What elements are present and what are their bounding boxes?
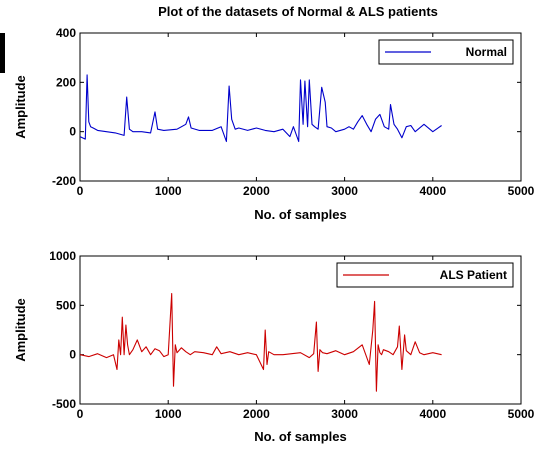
x-tick-label: 1000 bbox=[155, 184, 182, 198]
y-tick-label: 500 bbox=[56, 298, 76, 312]
x-tick-label: 5000 bbox=[508, 407, 535, 421]
figure-title: Plot of the datasets of Normal & ALS pat… bbox=[158, 4, 438, 19]
x-tick-label: 4000 bbox=[419, 184, 446, 198]
y-tick-label: 0 bbox=[69, 125, 76, 139]
x-tick-label: 2000 bbox=[243, 184, 270, 198]
y-tick-label: -200 bbox=[52, 174, 76, 188]
x-tick-label: 0 bbox=[77, 407, 84, 421]
series-line-normal bbox=[80, 74, 442, 143]
y-tick-label: 1000 bbox=[49, 249, 76, 263]
x-tick-label: 3000 bbox=[331, 184, 358, 198]
x-tick-label: 5000 bbox=[508, 184, 535, 198]
x-tick-label: 4000 bbox=[419, 407, 446, 421]
y-tick-label: 200 bbox=[56, 75, 76, 89]
legend-label: ALS Patient bbox=[440, 268, 507, 282]
x-tick-label: 3000 bbox=[331, 407, 358, 421]
x-axis-label: No. of samples bbox=[254, 429, 346, 444]
left-edge-mark bbox=[0, 33, 5, 73]
x-tick-label: 0 bbox=[77, 184, 84, 198]
y-tick-label: 0 bbox=[69, 348, 76, 362]
series-line-als-patient bbox=[80, 292, 442, 392]
legend-label: Normal bbox=[466, 45, 507, 59]
x-axis-label: No. of samples bbox=[254, 207, 346, 222]
y-tick-label: 400 bbox=[56, 26, 76, 40]
x-tick-label: 2000 bbox=[243, 407, 270, 421]
y-axis-label: Amplitude bbox=[13, 75, 28, 139]
x-tick-label: 1000 bbox=[155, 407, 182, 421]
y-axis-label: Amplitude bbox=[13, 298, 28, 362]
y-tick-label: -500 bbox=[52, 397, 76, 411]
